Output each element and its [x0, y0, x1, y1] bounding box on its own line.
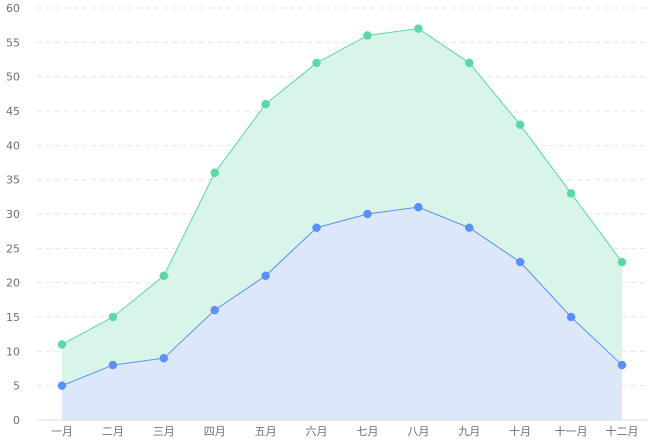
x-tick-label: 七月	[356, 425, 378, 438]
data-point	[617, 257, 627, 267]
data-point	[566, 189, 576, 198]
data-point	[312, 58, 321, 68]
x-tick-label: 八月	[407, 425, 429, 438]
data-point	[566, 312, 576, 322]
data-point	[159, 271, 169, 281]
y-tick-label: 30	[6, 208, 20, 221]
data-point	[57, 340, 67, 349]
x-tick-label: 五月	[255, 425, 277, 438]
data-point	[108, 360, 118, 370]
x-tick-label: 三月	[153, 425, 175, 438]
series-line	[61, 28, 623, 345]
y-tick-label: 10	[6, 345, 20, 358]
x-tick-label: 十一月	[555, 424, 588, 438]
data-point	[465, 223, 474, 232]
y-tick-label: 40	[6, 139, 20, 152]
data-point	[465, 58, 474, 68]
area-layer	[62, 28, 622, 420]
y-tick-label: 60	[6, 2, 20, 15]
y-axis-ticks: 0 5 10 15 20 25 30 35 40 45 50 55 60	[6, 2, 20, 427]
data-point	[414, 24, 423, 33]
x-tick-label: 六月	[306, 425, 328, 438]
x-axis-ticks: 一月 二月 三月 四月 五月 六月 七月 八月 九月 十月 十一月 十二月	[51, 424, 639, 438]
x-tick-label: 十二月	[606, 424, 639, 438]
x-tick-label: 四月	[204, 425, 226, 438]
data-point	[363, 31, 372, 40]
data-point	[261, 99, 270, 109]
y-tick-label: 15	[6, 311, 20, 324]
point-layer	[57, 24, 627, 390]
data-point	[261, 271, 270, 281]
y-tick-label: 50	[6, 71, 20, 84]
data-point	[210, 168, 219, 178]
y-tick-label: 20	[6, 277, 20, 290]
x-tick-label: 十月	[509, 424, 531, 438]
line-layer	[61, 28, 623, 387]
data-point	[159, 353, 169, 363]
y-tick-label: 25	[6, 242, 20, 255]
data-point	[414, 202, 423, 212]
data-point	[57, 381, 67, 390]
data-point	[617, 360, 627, 370]
y-tick-label: 55	[6, 36, 20, 49]
series-line	[61, 206, 623, 387]
data-point	[210, 305, 219, 315]
data-point	[363, 209, 372, 219]
y-tick-label: 0	[13, 414, 20, 427]
y-tick-label: 35	[6, 174, 20, 187]
series-area	[62, 207, 622, 420]
data-point	[515, 120, 525, 129]
data-point	[312, 223, 321, 232]
x-tick-label: 二月	[102, 425, 124, 438]
x-tick-label: 一月	[51, 425, 73, 438]
data-point	[108, 312, 118, 322]
y-tick-label: 45	[6, 105, 20, 118]
y-tick-label: 5	[13, 380, 20, 393]
x-tick-label: 九月	[458, 425, 480, 438]
data-point	[515, 257, 525, 267]
